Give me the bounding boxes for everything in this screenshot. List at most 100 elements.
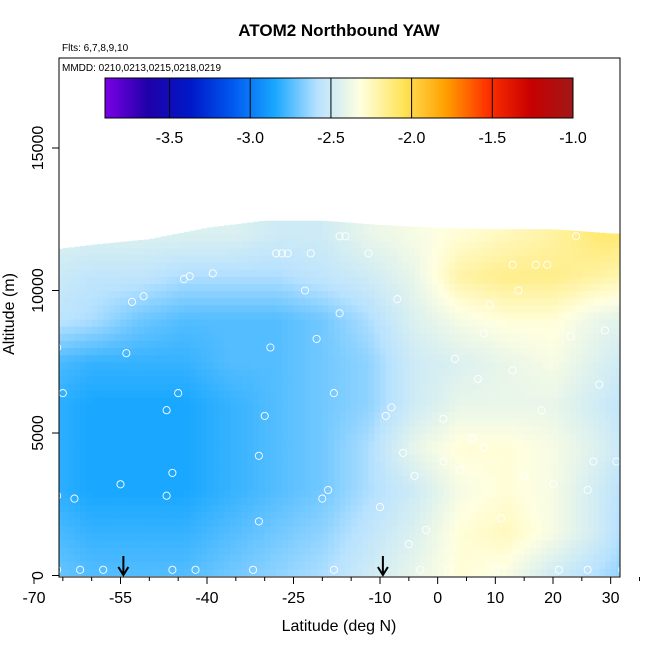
heatmap-cell: [322, 447, 329, 455]
heatmap-cell: [160, 340, 168, 349]
heatmap-cell: [628, 476, 634, 484]
heatmap-cell: [535, 390, 543, 398]
heatmap-cell: [247, 447, 254, 455]
heatmap-cell: [224, 454, 231, 463]
heatmap-cell: [420, 518, 427, 527]
heatmap-cell: [270, 504, 277, 512]
heatmap-cell: [564, 554, 571, 562]
heatmap-cell: [172, 361, 179, 370]
heatmap-cell: [576, 525, 583, 534]
heatmap-cell: [224, 376, 231, 384]
heatmap-cell: [599, 290, 606, 299]
heatmap-cell: [160, 490, 168, 498]
heatmap-cell: [322, 568, 329, 577]
heatmap-cell: [328, 475, 335, 484]
heatmap-cell: [120, 454, 127, 463]
heatmap-cell: [339, 497, 346, 505]
heatmap-cell: [149, 276, 156, 284]
heatmap-cell: [212, 390, 220, 398]
heatmap-cell: [397, 226, 404, 235]
heatmap-cell: [114, 283, 122, 292]
heatmap-cell: [310, 447, 318, 455]
heatmap-cell: [80, 245, 87, 249]
heatmap-cell: [576, 283, 583, 292]
heatmap-cell: [166, 276, 173, 284]
heatmap-cell: [518, 276, 525, 284]
heatmap-cell: [276, 233, 283, 242]
heatmap-cell: [62, 539, 70, 548]
heatmap-cell: [253, 333, 260, 341]
heatmap-cell: [426, 276, 433, 284]
heatmap-cell: [183, 525, 191, 534]
heatmap-cell: [495, 468, 502, 477]
heatmap-cell: [472, 518, 479, 527]
heatmap-cell: [622, 348, 628, 356]
heatmap-cell: [524, 340, 531, 349]
heatmap-cell: [241, 297, 248, 306]
heatmap-cell: [374, 262, 381, 270]
heatmap-cell: [287, 383, 295, 391]
heatmap-cell: [616, 283, 620, 292]
heatmap-cell: [322, 411, 329, 420]
heatmap-cell: [345, 411, 352, 420]
heatmap-cell: [80, 532, 87, 541]
heatmap-cell: [230, 418, 237, 427]
heatmap-cell: [604, 418, 612, 427]
heatmap-cell: [132, 525, 139, 534]
heatmap-cell: [241, 240, 248, 249]
heatmap-cell: [160, 497, 168, 505]
heatmap-cell: [218, 461, 225, 470]
heatmap-cell: [212, 383, 220, 391]
heatmap-cell: [518, 347, 525, 356]
heatmap-cell: [426, 397, 433, 406]
heatmap-cell: [351, 240, 358, 249]
heatmap-cell: [172, 511, 179, 520]
flights-annotation: Flts: 6,7,8,9,10: [62, 43, 129, 54]
heatmap-cell: [339, 525, 346, 534]
heatmap-cell: [403, 290, 410, 299]
heatmap-cell: [108, 525, 116, 534]
heatmap-cell: [535, 240, 543, 249]
heatmap-cell: [403, 304, 410, 313]
heatmap-cell: [437, 490, 445, 498]
heatmap-cell: [178, 283, 185, 292]
heatmap-cell: [166, 361, 173, 370]
heatmap-cell: [59, 411, 64, 420]
heatmap-cell: [368, 568, 375, 577]
heatmap-cell: [506, 454, 514, 463]
heatmap-cell: [414, 333, 421, 341]
heatmap-cell: [160, 262, 168, 270]
heatmap-cell: [207, 326, 214, 334]
heatmap-cell: [478, 518, 485, 527]
heatmap-cell: [587, 468, 594, 477]
heatmap-cell: [512, 511, 519, 520]
heatmap-cell: [512, 326, 519, 334]
heatmap-cell: [143, 561, 150, 569]
heatmap-cell: [85, 454, 93, 463]
heatmap-cell: [230, 518, 237, 527]
heatmap-cell: [587, 554, 594, 562]
heatmap-cell: [189, 554, 197, 562]
heatmap-cell: [310, 262, 318, 270]
heatmap-cell: [351, 262, 358, 270]
heatmap-cell: [535, 233, 543, 242]
heatmap-cell: [426, 283, 433, 292]
heatmap-cell: [155, 568, 162, 577]
heatmap-cell: [593, 390, 600, 398]
heatmap-cell: [547, 418, 554, 427]
heatmap-cell: [599, 461, 606, 470]
heatmap-cell: [478, 468, 485, 477]
heatmap-cell: [495, 247, 502, 256]
heatmap-cell: [276, 568, 283, 577]
heatmap-cell: [362, 240, 370, 249]
heatmap-cell: [622, 326, 628, 334]
heatmap-cell: [172, 390, 179, 398]
heatmap-cell: [212, 511, 220, 520]
heatmap-cell: [472, 418, 479, 427]
heatmap-cell: [137, 247, 145, 256]
heatmap-cell: [212, 447, 220, 455]
heatmap-cell: [581, 447, 589, 455]
heatmap-cell: [518, 561, 525, 569]
heatmap-cell: [270, 340, 277, 349]
heatmap-cell: [420, 397, 427, 406]
